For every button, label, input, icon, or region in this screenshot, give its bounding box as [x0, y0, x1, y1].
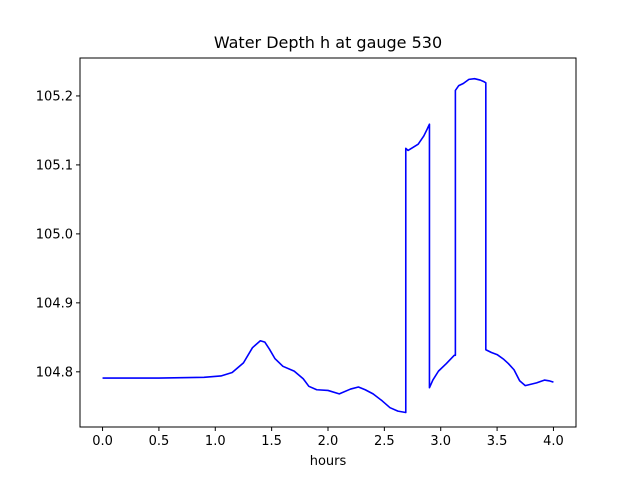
y-tick-label: 104.9 — [36, 296, 73, 311]
x-tick-label: 1.0 — [205, 434, 226, 449]
y-tick-label: 105.1 — [36, 158, 73, 173]
y-tick-label: 104.8 — [36, 365, 73, 380]
x-tick-label: 0.5 — [149, 434, 170, 449]
x-tick-label: 4.0 — [543, 434, 564, 449]
x-tick-label: 3.5 — [487, 434, 508, 449]
y-tick-label: 105.2 — [36, 89, 73, 104]
x-tick-label: 1.5 — [261, 434, 282, 449]
chart-title: Water Depth h at gauge 530 — [213, 33, 443, 52]
x-tick-label: 0.0 — [92, 434, 113, 449]
x-tick-label: 3.0 — [430, 434, 451, 449]
x-axis-label: hours — [309, 454, 347, 469]
x-tick-label: 2.5 — [374, 434, 395, 449]
plot-frame — [79, 57, 577, 428]
series-line-0 — [102, 77, 554, 414]
x-tick-label: 2.0 — [318, 434, 339, 449]
y-tick-label: 105.0 — [36, 227, 73, 242]
